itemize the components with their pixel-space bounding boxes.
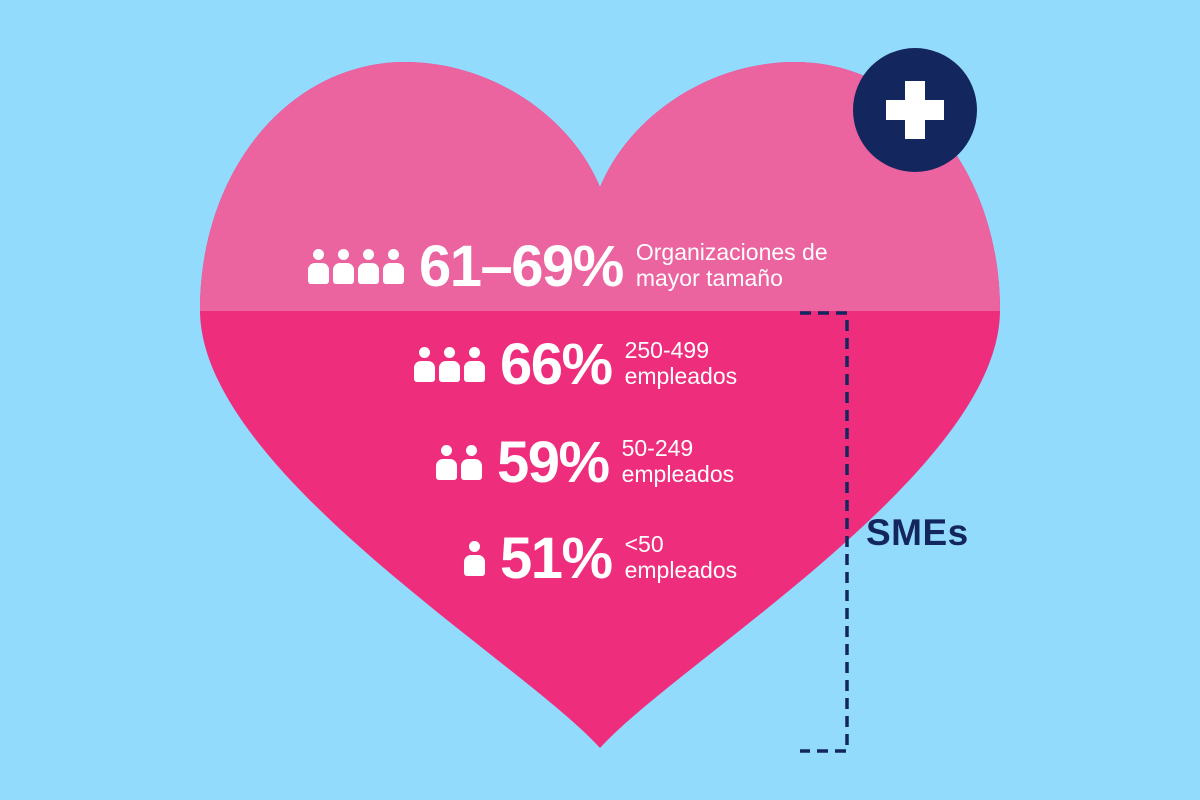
person-icon bbox=[358, 248, 379, 284]
stat-row-50-249: 59% 50-249 empleados bbox=[436, 424, 734, 500]
stat-label-line: mayor tamaño bbox=[635, 265, 783, 291]
person-icon bbox=[436, 444, 457, 480]
stat-label-line: empleados bbox=[624, 363, 738, 389]
smes-bracket bbox=[800, 311, 849, 753]
person-icon bbox=[439, 346, 460, 382]
person-icon bbox=[464, 346, 485, 382]
people-icons bbox=[436, 444, 482, 480]
plus-badge bbox=[853, 48, 977, 172]
stat-row-250-499: 66% 250-499 empleados bbox=[414, 326, 737, 402]
stat-value: 59% bbox=[497, 429, 610, 495]
stat-value: 51% bbox=[500, 525, 613, 591]
person-icon bbox=[414, 346, 435, 382]
people-icons bbox=[464, 540, 485, 576]
stat-label-line: 50-249 bbox=[621, 435, 694, 462]
stat-label: <50 empleados bbox=[624, 531, 738, 584]
stat-label: Organizaciones de mayor tamaño bbox=[635, 239, 828, 292]
person-icon bbox=[383, 248, 404, 284]
stat-label-line: Organizaciones de bbox=[635, 239, 828, 266]
stat-label-line: 250-499 bbox=[624, 337, 710, 364]
smes-label: SMEs bbox=[866, 512, 969, 553]
medical-plus-icon bbox=[886, 81, 944, 139]
stat-label-line: <50 bbox=[624, 531, 664, 558]
person-icon bbox=[333, 248, 354, 284]
person-icon bbox=[461, 444, 482, 480]
stat-label: 250-499 empleados bbox=[624, 337, 738, 390]
person-icon bbox=[308, 248, 329, 284]
stat-value: 66% bbox=[500, 331, 613, 397]
stat-label-line: empleados bbox=[624, 557, 738, 583]
stat-row-larger-orgs: 61–69% Organizaciones de mayor tamaño bbox=[308, 228, 828, 304]
stat-value: 61–69% bbox=[419, 233, 624, 299]
stat-row-under-50: 51% <50 empleados bbox=[464, 520, 737, 596]
people-icons bbox=[308, 248, 404, 284]
person-icon bbox=[464, 540, 485, 576]
people-icons bbox=[414, 346, 485, 382]
stat-label: 50-249 empleados bbox=[621, 435, 735, 488]
stat-label-line: empleados bbox=[621, 461, 735, 487]
